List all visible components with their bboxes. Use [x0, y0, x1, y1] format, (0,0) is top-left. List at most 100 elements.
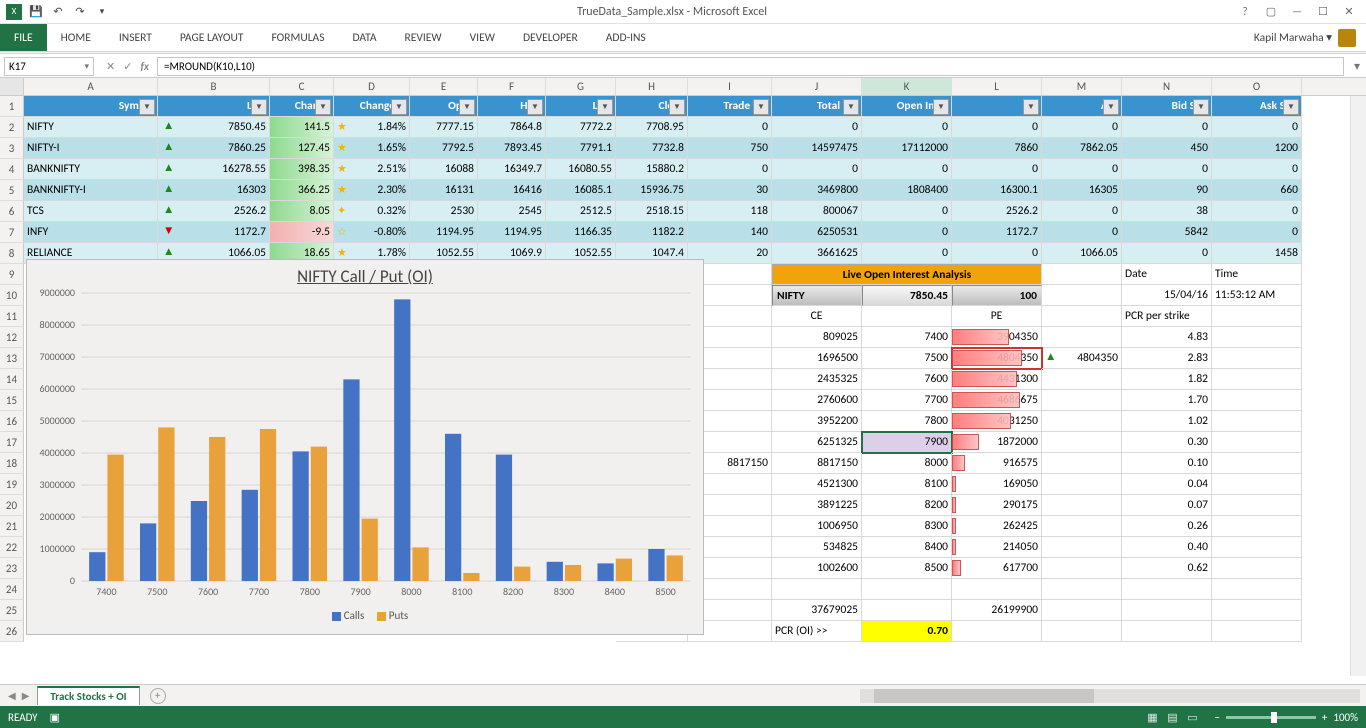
col-head-N[interactable]: N	[1122, 78, 1212, 95]
cell-J5[interactable]: 3469800	[772, 180, 862, 201]
cell-O5[interactable]: 660	[1212, 180, 1302, 201]
sheet-prev-icon[interactable]: ◀	[8, 689, 16, 702]
cell-N13[interactable]: 2.83	[1122, 348, 1212, 369]
cell-J23[interactable]: 1002600	[772, 558, 862, 579]
cell-K23[interactable]: 8500	[862, 558, 952, 579]
sheet-next-icon[interactable]: ▶	[22, 689, 30, 702]
cell-J8[interactable]: 3661625	[772, 243, 862, 264]
cell-F5[interactable]: 16416	[478, 180, 546, 201]
col-head-D[interactable]: D	[334, 78, 410, 95]
cell-N14[interactable]: 1.82	[1122, 369, 1212, 390]
cell-M11[interactable]	[1042, 306, 1122, 327]
cell-H6[interactable]: 2518.15	[616, 201, 688, 222]
cell-A1[interactable]: Symbol	[24, 96, 158, 117]
cell-D2[interactable]: ★1.84%	[334, 117, 410, 138]
cell-G4[interactable]: 16080.55	[546, 159, 616, 180]
cell-J10[interactable]: NIFTY	[772, 285, 862, 306]
cell-B3[interactable]: ▲7860.25	[158, 138, 270, 159]
cell-I1[interactable]: Trade Vol	[688, 96, 772, 117]
cell-M12[interactable]	[1042, 327, 1122, 348]
cell-O1[interactable]: Ask Size	[1212, 96, 1302, 117]
ribbon-tab-formulas[interactable]: FORMULAS	[257, 24, 338, 51]
cell-M21[interactable]	[1042, 516, 1122, 537]
cell-N1[interactable]: Bid Size	[1122, 96, 1212, 117]
row-head-8[interactable]: 8	[0, 243, 24, 264]
cell-J24[interactable]	[772, 579, 862, 600]
cell-O14[interactable]	[1212, 369, 1302, 390]
fx-icon[interactable]: fx	[140, 60, 149, 73]
cell-K2[interactable]: 0	[862, 117, 952, 138]
maximize-icon[interactable]: ☐	[1312, 5, 1334, 18]
ribbon-tab-page-layout[interactable]: PAGE LAYOUT	[166, 24, 258, 51]
cell-L7[interactable]: 1172.7	[952, 222, 1042, 243]
col-head-A[interactable]: A	[24, 78, 158, 95]
row-head-17[interactable]: 17	[0, 432, 24, 453]
cell-B5[interactable]: ▲16303	[158, 180, 270, 201]
cell-N3[interactable]: 450	[1122, 138, 1212, 159]
name-box[interactable]: K17	[4, 57, 94, 76]
cell-H4[interactable]: 15880.2	[616, 159, 688, 180]
cell-J22[interactable]: 534825	[772, 537, 862, 558]
row-head-1[interactable]: 1	[0, 96, 24, 117]
ribbon-tab-file[interactable]: FILE	[0, 24, 47, 51]
cell-M23[interactable]	[1042, 558, 1122, 579]
cell-F7[interactable]: 1194.95	[478, 222, 546, 243]
zoom-out-icon[interactable]: −	[1214, 711, 1219, 724]
row-head-25[interactable]: 25	[0, 600, 24, 621]
cell-L15[interactable]: 4686675	[952, 390, 1042, 411]
ribbon-tab-view[interactable]: VIEW	[456, 24, 509, 51]
cell-A7[interactable]: INFY	[24, 222, 158, 243]
cell-O9[interactable]: Time	[1212, 264, 1302, 285]
cell-O19[interactable]	[1212, 474, 1302, 495]
cell-J7[interactable]: 6250531	[772, 222, 862, 243]
cell-D3[interactable]: ★1.65%	[334, 138, 410, 159]
save-icon[interactable]: 💾	[28, 4, 44, 20]
cell-K10[interactable]: 7850.45	[862, 285, 952, 306]
cell-K6[interactable]: 0	[862, 201, 952, 222]
row-head-12[interactable]: 12	[0, 327, 24, 348]
horizontal-scrollbar[interactable]	[860, 689, 1360, 703]
cell-H2[interactable]: 7708.95	[616, 117, 688, 138]
row-head-11[interactable]: 11	[0, 306, 24, 327]
cell-D4[interactable]: ★2.51%	[334, 159, 410, 180]
cell-M18[interactable]	[1042, 453, 1122, 474]
cell-K20[interactable]: 8200	[862, 495, 952, 516]
cell-N10[interactable]: 15/04/16	[1122, 285, 1212, 306]
cell-J16[interactable]: 3952200	[772, 411, 862, 432]
cell-L2[interactable]: 0	[952, 117, 1042, 138]
cell-I7[interactable]: 140	[688, 222, 772, 243]
cell-M7[interactable]: 0	[1042, 222, 1122, 243]
cell-J3[interactable]: 14597475	[772, 138, 862, 159]
cell-I2[interactable]: 0	[688, 117, 772, 138]
cell-D5[interactable]: ★2.30%	[334, 180, 410, 201]
col-head-L[interactable]: L	[952, 78, 1042, 95]
cell-J25[interactable]: 37679025	[772, 600, 862, 621]
cell-C3[interactable]: 127.45	[270, 138, 334, 159]
cell-M17[interactable]	[1042, 432, 1122, 453]
row-head-7[interactable]: 7	[0, 222, 24, 243]
help-icon[interactable]: ?	[1234, 5, 1256, 18]
col-head-F[interactable]: F	[478, 78, 546, 95]
cell-O24[interactable]	[1212, 579, 1302, 600]
cell-K17[interactable]: 7900	[862, 432, 952, 453]
cell-B1[interactable]: Last	[158, 96, 270, 117]
cell-G5[interactable]: 16085.1	[546, 180, 616, 201]
cell-N19[interactable]: 0.04	[1122, 474, 1212, 495]
cell-N23[interactable]: 0.62	[1122, 558, 1212, 579]
cell-J12[interactable]: 809025	[772, 327, 862, 348]
add-sheet-icon[interactable]: +	[150, 688, 166, 704]
cell-C1[interactable]: Change	[270, 96, 334, 117]
cell-E5[interactable]: 16131	[410, 180, 478, 201]
cell-G6[interactable]: 2512.5	[546, 201, 616, 222]
ribbon-tab-home[interactable]: HOME	[47, 24, 105, 51]
view-buttons[interactable]: ▦▤▭	[1142, 711, 1202, 724]
cell-F1[interactable]: High	[478, 96, 546, 117]
row-head-22[interactable]: 22	[0, 537, 24, 558]
cell-O18[interactable]	[1212, 453, 1302, 474]
cell-O7[interactable]: 0	[1212, 222, 1302, 243]
cell-H1[interactable]: Close	[616, 96, 688, 117]
cell-K21[interactable]: 8300	[862, 516, 952, 537]
cell-M26[interactable]	[1042, 621, 1122, 642]
cell-N20[interactable]: 0.07	[1122, 495, 1212, 516]
cell-J20[interactable]: 3891225	[772, 495, 862, 516]
